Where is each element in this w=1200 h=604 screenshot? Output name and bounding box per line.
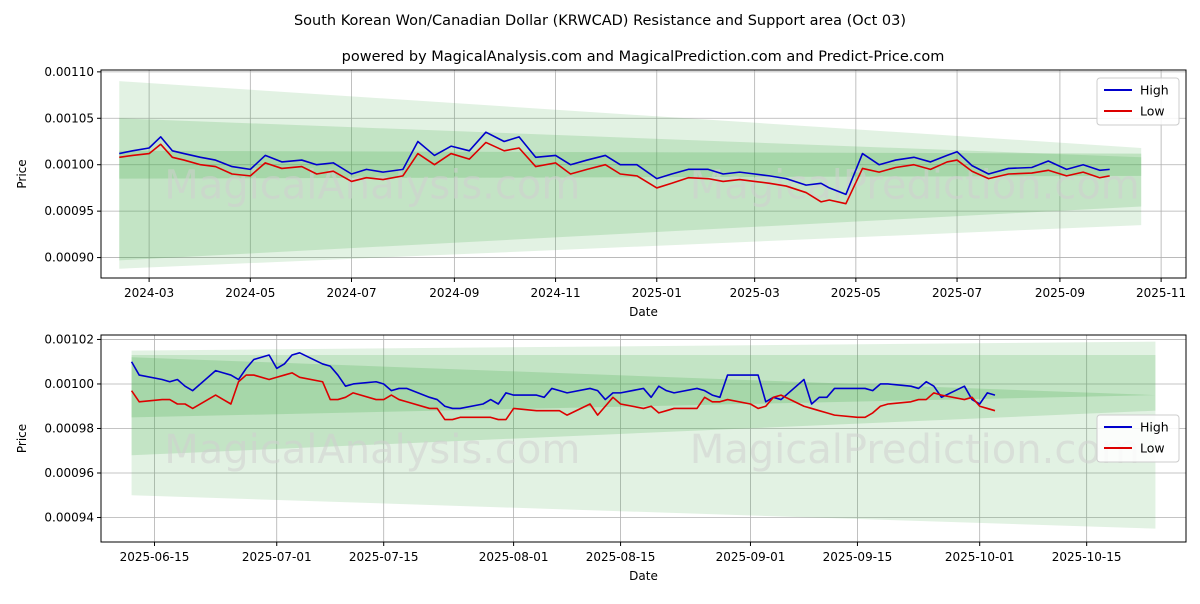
legend: High Low [1096, 77, 1180, 126]
top-panel: MagicalAnalysis.com MagicalPrediction.com… [15, 65, 1187, 319]
plot-frame [100, 334, 1187, 543]
watermark-analysis: MagicalAnalysis.com [164, 162, 580, 208]
x-tick-label: 2025-09-01 [716, 550, 786, 564]
support-resistance-bands [131, 341, 1156, 529]
series-high-line [119, 131, 1110, 196]
band-2 [131, 357, 1156, 418]
plot-frame [100, 69, 1187, 279]
x-tick-label: 2025-01 [632, 286, 682, 300]
legend-label-low: Low [1140, 441, 1165, 456]
axis-ticks: 2025-06-15 2025-07-01 2025-07-15 2025-08-01… [44, 332, 1121, 564]
series-lines [130, 352, 996, 421]
x-tick-label: 2025-07 [932, 286, 982, 300]
x-tick-label: 2025-11 [1136, 286, 1186, 300]
series-low-line [130, 372, 996, 421]
y-axis-label: Price [15, 159, 29, 188]
legend-label-low: Low [1140, 104, 1165, 119]
x-tick-label: 2025-08-01 [479, 550, 549, 564]
y-tick-label: 0.00098 [44, 421, 94, 435]
grid [101, 335, 1186, 542]
x-axis-label: Date [629, 305, 658, 319]
x-tick-label: 2024-05 [225, 286, 275, 300]
x-tick-label: 2024-11 [531, 286, 581, 300]
legend-label-high: High [1140, 420, 1169, 435]
legend: High Low [1096, 414, 1180, 463]
watermark-analysis: MagicalAnalysis.com [164, 427, 580, 473]
y-tick-label: 0.00094 [44, 511, 94, 525]
y-tick-label: 0.00096 [44, 466, 94, 480]
y-tick-label: 0.00100 [44, 377, 94, 391]
x-tick-label: 2025-06-15 [120, 550, 190, 564]
x-tick-label: 2024-07 [326, 286, 376, 300]
y-tick-label: 0.00090 [44, 251, 94, 265]
y-tick-label: 0.00102 [44, 332, 94, 346]
band-1 [119, 118, 1142, 261]
x-tick-label: 2025-05 [831, 286, 881, 300]
series-high-line [130, 352, 996, 410]
x-tick-label: 2024-09 [429, 286, 479, 300]
y-tick-label: 0.00095 [44, 204, 94, 218]
chart-title: South Korean Won/Canadian Dollar (KRWCAD… [294, 13, 906, 29]
watermark-prediction: MagicalPrediction.com [690, 162, 1140, 208]
y-tick-label: 0.00100 [44, 158, 94, 172]
chart-subtitle: powered by MagicalAnalysis.com and Magic… [342, 49, 945, 65]
x-tick-label: 2025-10-15 [1052, 550, 1122, 564]
x-axis-label: Date [629, 569, 658, 583]
band-1 [131, 355, 1156, 456]
x-tick-label: 2025-10-01 [945, 550, 1015, 564]
series-lines [119, 131, 1110, 205]
y-tick-label: 0.00110 [44, 65, 94, 79]
legend-label-high: High [1140, 83, 1169, 98]
watermark-prediction: MagicalPrediction.com [690, 427, 1140, 473]
series-low-line [119, 141, 1110, 205]
x-tick-label: 2025-08-15 [586, 550, 656, 564]
x-tick-label: 2025-07-01 [242, 550, 312, 564]
x-tick-label: 2025-07-15 [349, 550, 419, 564]
x-tick-label: 2025-09 [1035, 286, 1085, 300]
axis-ticks: 2024-03 2024-05 2024-07 2024-09 2024-11 2025-… [44, 65, 1186, 300]
y-tick-label: 0.00105 [44, 111, 94, 125]
y-axis-label: Price [15, 424, 29, 453]
x-tick-label: 2024-03 [124, 286, 174, 300]
band-0 [131, 341, 1156, 529]
bottom-panel: MagicalAnalysis.com MagicalPrediction.com… [15, 332, 1187, 583]
x-tick-label: 2025-09-15 [823, 550, 893, 564]
x-tick-label: 2025-03 [730, 286, 780, 300]
